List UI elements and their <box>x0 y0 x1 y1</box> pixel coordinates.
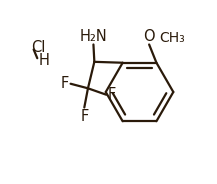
Text: F: F <box>108 87 116 102</box>
Text: Cl: Cl <box>31 40 45 55</box>
Text: CH₃: CH₃ <box>159 31 185 45</box>
Text: F: F <box>80 109 89 124</box>
Text: F: F <box>61 76 69 91</box>
Text: O: O <box>143 29 155 44</box>
Text: H₂N: H₂N <box>80 29 107 44</box>
Text: H: H <box>38 53 49 68</box>
